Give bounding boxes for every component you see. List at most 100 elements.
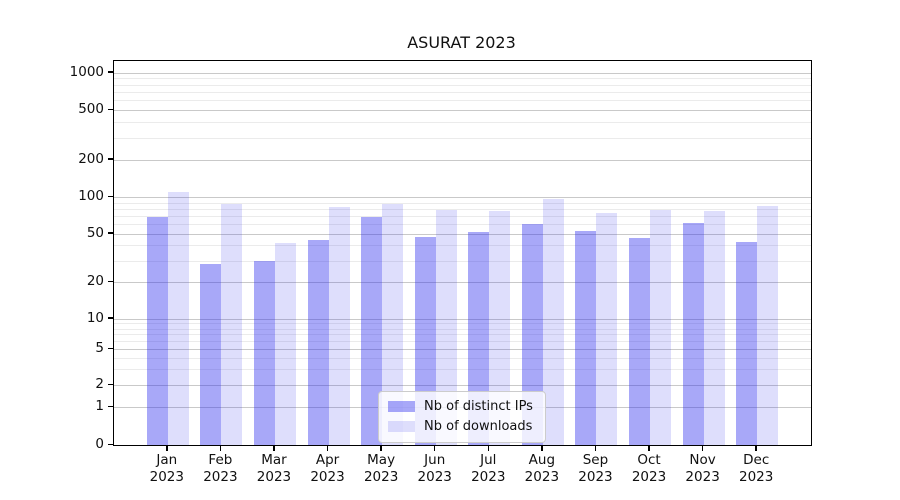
bar-downloads: [274, 242, 296, 445]
bar-downloads: [703, 210, 725, 445]
x-tick-label: Feb 2023: [203, 452, 238, 485]
minor-gridline: [114, 323, 811, 325]
bar-downloads: [435, 210, 457, 445]
x-tick-mark: [594, 445, 597, 451]
y-tick-mark: [108, 232, 113, 234]
major-gridline: [114, 197, 811, 198]
x-tick-label: Jan 2023: [149, 452, 184, 485]
minor-gridline: [114, 328, 811, 330]
x-tick-label: Mar 2023: [256, 452, 292, 485]
y-tick-mark: [108, 443, 113, 445]
major-gridline: [114, 233, 811, 235]
x-tick-label: Oct 2023: [631, 452, 667, 485]
y-tick-label: 200: [78, 150, 104, 167]
minor-gridline: [114, 215, 811, 217]
x-tick-label: Apr 2023: [310, 452, 345, 485]
bar-distinct-ips: [736, 241, 758, 445]
minor-gridline: [114, 369, 811, 371]
y-tick-label: 1000: [69, 63, 104, 80]
bar-downloads: [221, 204, 243, 445]
bar-downloads: [596, 212, 618, 445]
x-tick-mark: [701, 445, 704, 451]
bar-downloads: [328, 206, 350, 445]
y-tick-mark: [108, 108, 113, 111]
y-tick-mark: [108, 158, 113, 160]
x-tick-mark: [755, 445, 757, 451]
bar-distinct-ips: [200, 264, 222, 445]
minor-gridline: [114, 202, 811, 204]
y-tick-label: 5: [95, 340, 104, 357]
minor-gridline: [114, 100, 811, 102]
x-tick-mark: [648, 445, 650, 451]
minor-gridline: [114, 358, 811, 360]
y-tick-mark: [108, 195, 113, 197]
bar-downloads: [489, 210, 511, 445]
major-gridline: [114, 110, 811, 112]
major-gridline: [114, 385, 811, 387]
bar-downloads: [167, 191, 189, 445]
legend-swatch-distinct-ips: [388, 401, 415, 412]
y-tick-mark: [108, 383, 113, 386]
x-tick-label: Jun 2023: [417, 452, 452, 485]
bar-downloads: [542, 199, 564, 445]
bar-distinct-ips: [253, 260, 275, 445]
minor-gridline: [114, 92, 811, 93]
y-tick-label: 1: [95, 398, 104, 414]
legend-item-downloads: Nb of downloads: [388, 418, 536, 435]
minor-gridline: [114, 245, 811, 247]
y-tick-mark: [108, 317, 113, 319]
minor-gridline: [114, 78, 811, 80]
major-gridline: [114, 72, 811, 74]
x-tick-label: Aug 2023: [524, 452, 560, 485]
major-gridline: [114, 159, 811, 161]
minor-gridline: [114, 122, 811, 124]
chart-title: ASURAT 2023: [407, 33, 516, 52]
bar-distinct-ips: [146, 217, 168, 445]
major-gridline: [114, 282, 811, 283]
legend-label-distinct-ips: Nb of distinct IPs: [424, 399, 533, 414]
y-tick-label: 100: [78, 188, 104, 204]
x-tick-label: Nov 2023: [685, 452, 720, 485]
major-gridline: [114, 349, 811, 351]
x-tick-mark: [487, 445, 490, 451]
y-tick-label: 10: [86, 309, 104, 326]
minor-gridline: [114, 208, 811, 210]
bar-distinct-ips: [521, 224, 543, 445]
bar-downloads: [382, 203, 404, 445]
minor-gridline: [114, 224, 811, 225]
y-tick-label: 0: [95, 436, 104, 452]
x-tick-mark: [326, 445, 329, 451]
y-tick-mark: [108, 405, 113, 407]
minor-gridline: [114, 260, 811, 262]
minor-gridline: [114, 137, 811, 139]
x-tick-label: Dec 2023: [739, 452, 774, 485]
legend: Nb of distinct IPs Nb of downloads: [378, 391, 546, 443]
x-tick-label: May 2023: [363, 452, 399, 485]
x-tick-mark: [273, 445, 275, 451]
bar-distinct-ips: [361, 217, 383, 445]
legend-label-downloads: Nb of downloads: [424, 419, 533, 434]
y-tick-label: 2: [95, 376, 104, 393]
x-tick-label: Sep 2023: [578, 452, 613, 485]
bar-downloads: [650, 209, 672, 445]
x-tick-mark: [219, 445, 222, 451]
y-tick-label: 50: [86, 224, 104, 241]
plot-area: Nb of distinct IPs Nb of downloads: [113, 60, 812, 446]
x-tick-mark: [166, 445, 168, 451]
legend-item-distinct-ips: Nb of distinct IPs: [388, 398, 536, 415]
y-tick-mark: [108, 280, 113, 282]
x-tick-mark: [380, 445, 382, 451]
bar-distinct-ips: [575, 230, 597, 445]
y-tick-mark: [108, 347, 113, 350]
bar-distinct-ips: [629, 238, 651, 445]
x-tick-mark: [541, 445, 543, 451]
legend-swatch-downloads: [388, 421, 415, 432]
x-tick-label: Jul 2023: [471, 452, 506, 485]
major-gridline: [114, 318, 811, 320]
y-tick-label: 20: [86, 273, 104, 289]
x-tick-mark: [433, 445, 436, 451]
bar-downloads: [757, 206, 779, 445]
bar-distinct-ips: [682, 223, 704, 445]
minor-gridline: [114, 341, 811, 343]
